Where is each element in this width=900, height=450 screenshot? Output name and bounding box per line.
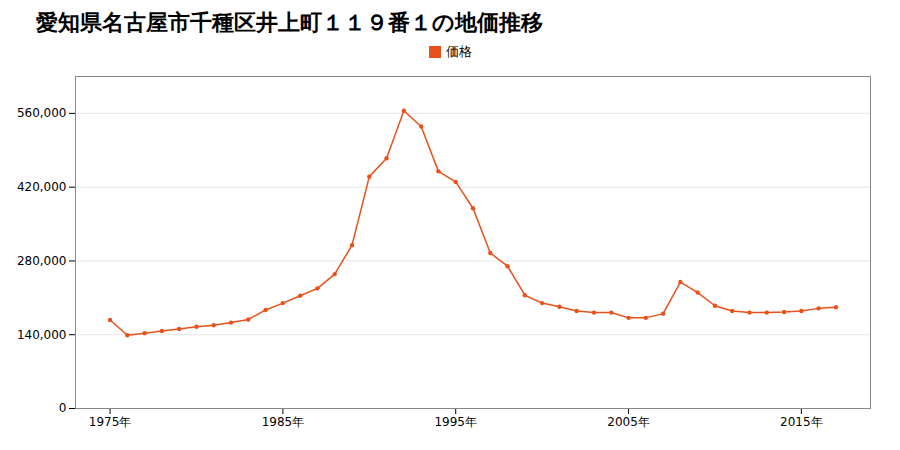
svg-text:2005年: 2005年 <box>607 415 650 429</box>
svg-text:1995年: 1995年 <box>434 415 477 429</box>
svg-text:2015年: 2015年 <box>780 415 823 429</box>
svg-text:0: 0 <box>59 401 67 415</box>
svg-text:1985年: 1985年 <box>262 415 305 429</box>
svg-text:560,000: 560,000 <box>17 106 67 120</box>
html-text:価格: 価格 <box>445 44 472 59</box>
svg-text:420,000: 420,000 <box>17 180 67 194</box>
svg-text:140,000: 140,000 <box>17 328 67 342</box>
svg-text:1975年: 1975年 <box>89 415 132 429</box>
html-text:愛知県名古屋市千種区井上町１１９番１の地価推移: 愛知県名古屋市千種区井上町１１９番１の地価推移 <box>36 10 543 35</box>
svg-text:280,000: 280,000 <box>17 254 67 268</box>
